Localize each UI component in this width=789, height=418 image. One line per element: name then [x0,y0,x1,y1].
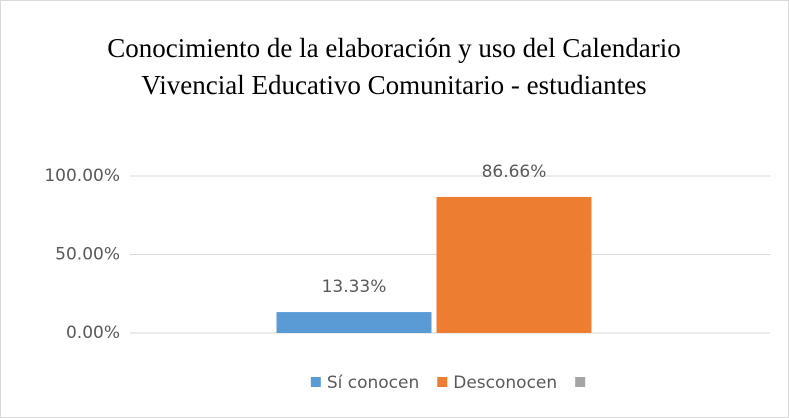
legend-swatch [310,377,321,387]
chart-title: Conocimiento de la elaboración y uso del… [107,33,681,100]
legend-label: Sí conocen [327,373,419,393]
bar [276,312,432,333]
y-tick-label: 50.00% [55,245,120,265]
y-tick-label: 100.00% [44,166,120,186]
y-tick-label: 0.00% [66,323,120,343]
legend-swatch [437,377,448,387]
bar [436,196,592,333]
legend-swatch [575,377,586,387]
data-label: 13.33% [322,277,387,297]
legend-label: Desconocen [453,373,557,393]
data-label: 86.66% [482,162,547,182]
